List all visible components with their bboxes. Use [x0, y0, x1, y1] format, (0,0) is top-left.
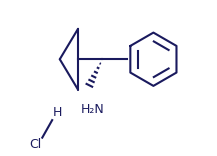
Text: H: H [53, 106, 62, 119]
Text: H₂N: H₂N [80, 103, 104, 116]
Text: Cl: Cl [29, 138, 41, 151]
